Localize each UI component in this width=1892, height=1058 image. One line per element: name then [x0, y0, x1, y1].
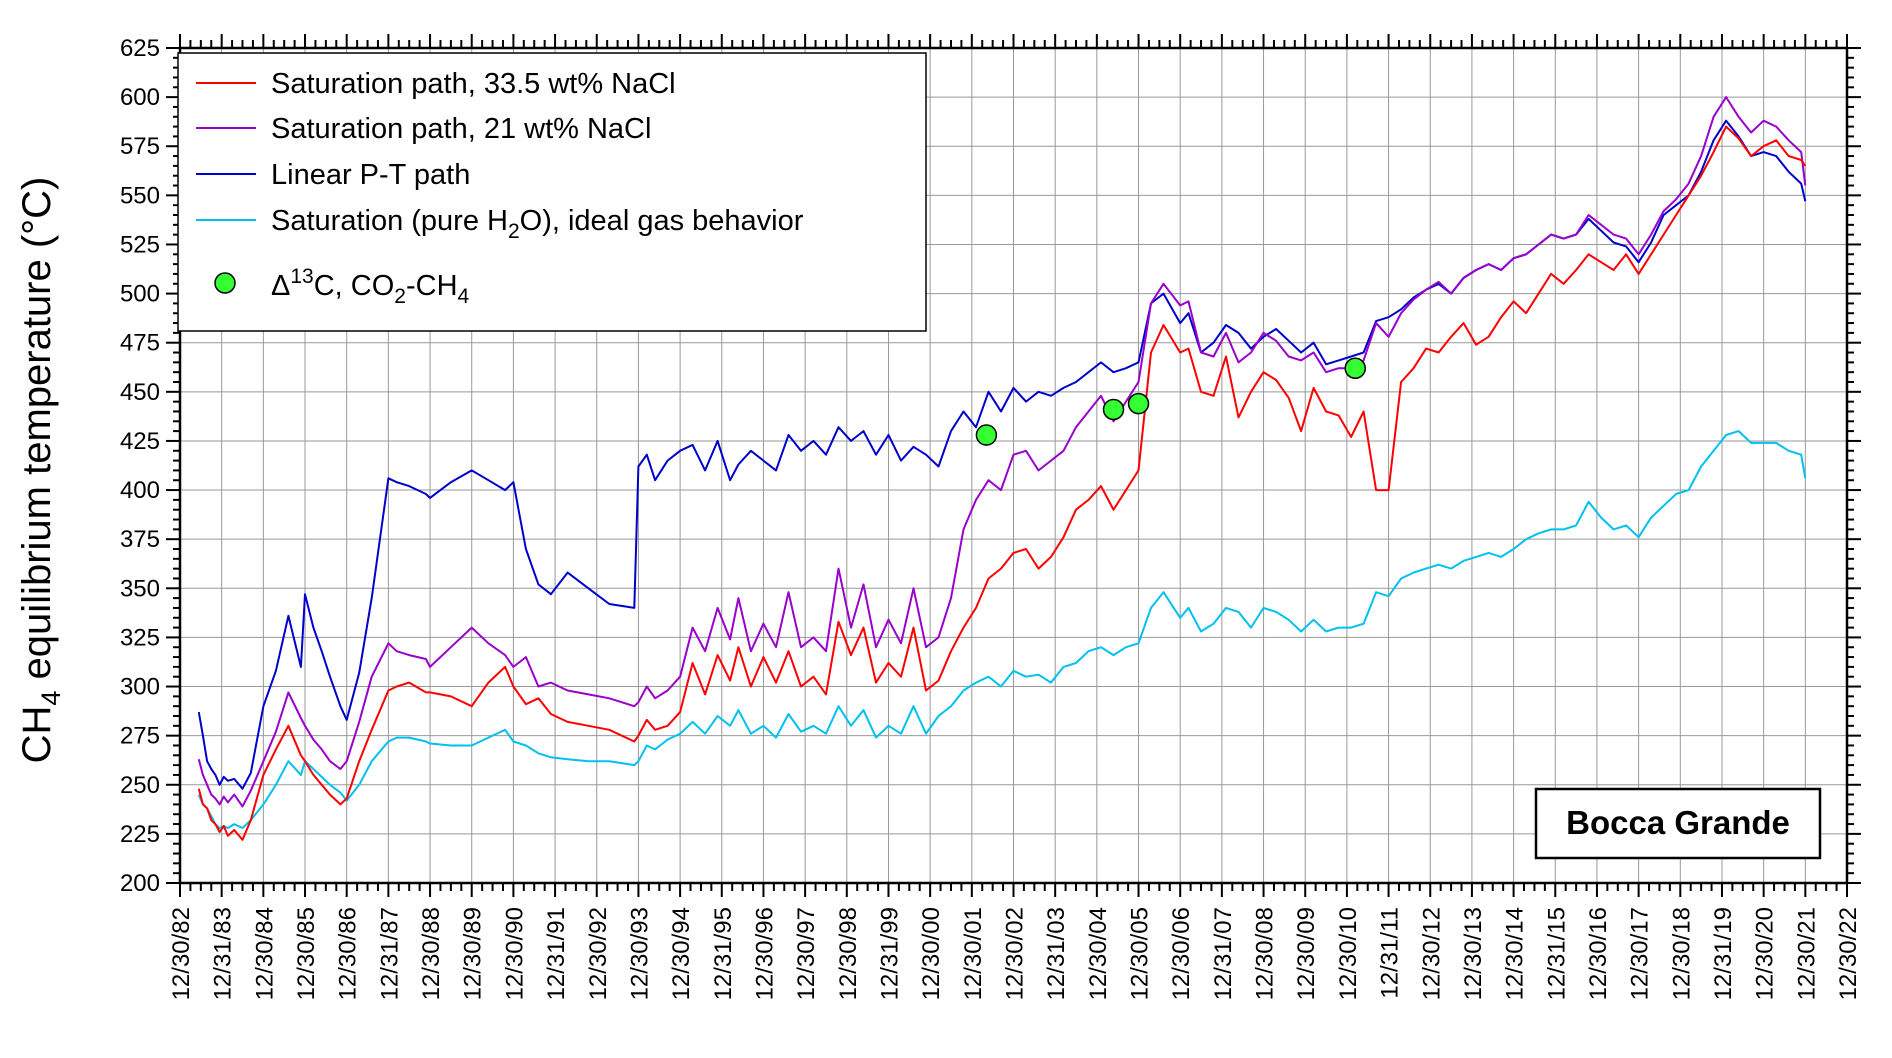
data-point-0: [975, 424, 998, 446]
data-point-2: [1127, 392, 1150, 415]
x-tick-label-3: 12/30/85: [293, 907, 320, 1000]
x-tick-label-39: 12/30/21: [1793, 907, 1820, 1000]
y-axis-label: CH4 equilibrium temperature (°C): [15, 177, 66, 764]
y-tick-label-13: 525: [120, 231, 160, 258]
data-point-3: [1344, 357, 1366, 379]
x-tick-label-36: 12/30/18: [1668, 907, 1695, 1000]
legend-label-cyan-a: Saturation (pure H: [271, 205, 508, 237]
legend-swatch-points: [214, 272, 236, 294]
ticks: [166, 34, 1861, 897]
x-tick-label-33: 12/31/15: [1543, 907, 1570, 1000]
legend-points-a: C, CO: [314, 270, 395, 302]
y-tick-label-12: 500: [120, 281, 160, 308]
legend-label-red: Saturation path, 33.5 wt% NaCl: [271, 68, 676, 100]
x-tick-label-15: 12/30/97: [793, 907, 820, 1000]
x-tick-labels: 12/30/82 12/31/83 12/30/84 12/30/85 12/30/86…: [168, 907, 1862, 1000]
x-tick-label-14: 12/30/96: [751, 907, 778, 1000]
y-tick-label-6: 350: [120, 575, 160, 602]
x-tick-label-24: 12/30/06: [1168, 907, 1195, 1000]
site-annotation-box: [1534, 787, 1822, 860]
x-tick-label-34: 12/30/16: [1585, 907, 1612, 1000]
x-tick-label-23: 12/30/05: [1127, 907, 1154, 1000]
x-tick-label-28: 12/30/10: [1335, 907, 1362, 1000]
series-line-3: [197, 430, 1807, 829]
series-line-0: [197, 125, 1807, 841]
x-tick-label-32: 12/30/14: [1502, 907, 1529, 1000]
x-tick-label-12: 12/30/94: [668, 907, 695, 1000]
series-layer: [197, 96, 1807, 841]
x-tick-label-38: 12/30/20: [1752, 907, 1779, 1000]
site-annotation-label: Bocca Grande: [1566, 804, 1790, 841]
x-tick-label-22: 12/30/04: [1085, 907, 1112, 1000]
legend-label-blue: Linear P-T path: [271, 159, 470, 191]
legend-points-sup: 13: [290, 265, 313, 288]
x-tick-label-13: 12/31/95: [710, 907, 737, 1000]
x-tick-label-5: 12/31/87: [376, 907, 403, 1000]
x-tick-label-31: 12/30/13: [1460, 907, 1487, 1000]
y-tick-label-2: 250: [120, 772, 160, 799]
x-tick-label-11: 12/30/93: [626, 907, 653, 1000]
x-tick-label-30: 12/30/12: [1418, 907, 1445, 1000]
legend-label-cyan-b: O), ideal gas behavior: [520, 205, 804, 237]
x-tick-label-9: 12/31/91: [543, 907, 570, 1000]
series-line-1: [197, 96, 1807, 808]
x-tick-label-40: 12/30/22: [1835, 907, 1862, 1000]
x-tick-label-2: 12/30/84: [251, 907, 278, 1000]
y-tick-label-8: 400: [120, 477, 160, 504]
legend-box: [177, 52, 927, 332]
y-tick-label-11: 475: [120, 330, 160, 357]
x-tick-label-8: 12/30/90: [501, 907, 528, 1000]
legend-label-points: Δ13C, CO2-CH4: [271, 265, 470, 308]
y-tick-label-3: 275: [120, 723, 160, 750]
y-axis-label-sub: 4: [36, 691, 66, 706]
legend-label-purple: Saturation path, 21 wt% NaCl: [271, 113, 651, 145]
x-tick-label-19: 12/30/01: [960, 907, 987, 1000]
x-tick-label-35: 12/30/17: [1627, 907, 1654, 1000]
y-tick-label-4: 300: [120, 674, 160, 701]
y-tick-label-15: 575: [120, 133, 160, 160]
legend-points-sub1: 2: [394, 285, 406, 308]
legend-points-sub2: 4: [458, 285, 470, 308]
y-axis-label-main: CH: [15, 706, 59, 764]
x-tick-label-25: 12/31/07: [1210, 907, 1237, 1000]
site-annotation: Bocca Grande: [1534, 787, 1822, 860]
x-tick-label-10: 12/30/92: [585, 907, 612, 1000]
x-tick-label-0: 12/30/82: [168, 907, 195, 1000]
x-tick-label-16: 12/30/98: [835, 907, 862, 1000]
x-tick-label-20: 12/30/02: [1002, 907, 1029, 1000]
y-tick-label-17: 625: [120, 35, 160, 62]
points-layer: [975, 357, 1366, 446]
legend-label-cyan: Saturation (pure H2O), ideal gas behavio…: [271, 205, 804, 243]
y-tick-label-5: 325: [120, 624, 160, 651]
x-tick-label-26: 12/30/08: [1252, 907, 1279, 1000]
x-tick-label-37: 12/31/19: [1710, 907, 1737, 1000]
data-point-1: [1102, 398, 1125, 421]
y-tick-label-0: 200: [120, 870, 160, 897]
legend-points-b: -CH: [406, 270, 458, 302]
legend-points-delta: Δ: [271, 270, 290, 302]
x-tick-label-7: 12/30/89: [460, 907, 487, 1000]
legend: Saturation path, 33.5 wt% NaCl Saturatio…: [177, 52, 927, 332]
y-axis-label-rest: equilibrium temperature (°C): [15, 177, 59, 691]
y-tick-labels: 200 225 250 275 300 325 350 375 400 425 450 475 500 5…: [120, 35, 160, 897]
legend-label-cyan-sub: 2: [508, 220, 520, 243]
x-tick-label-21: 12/31/03: [1043, 907, 1070, 1000]
y-tick-label-1: 225: [120, 821, 160, 848]
x-tick-label-1: 12/31/83: [210, 907, 237, 1000]
x-tick-label-18: 12/30/00: [918, 907, 945, 1000]
y-tick-label-10: 450: [120, 379, 160, 406]
x-tick-label-6: 12/30/88: [418, 907, 445, 1000]
x-tick-label-17: 12/31/99: [876, 907, 903, 1000]
y-tick-label-16: 600: [120, 84, 160, 111]
y-tick-label-9: 425: [120, 428, 160, 455]
x-tick-label-29: 12/31/11: [1377, 907, 1404, 999]
x-tick-label-27: 12/30/09: [1293, 907, 1320, 1000]
y-tick-label-7: 375: [120, 526, 160, 553]
x-tick-label-4: 12/30/86: [335, 907, 362, 1000]
y-tick-label-14: 550: [120, 182, 160, 209]
